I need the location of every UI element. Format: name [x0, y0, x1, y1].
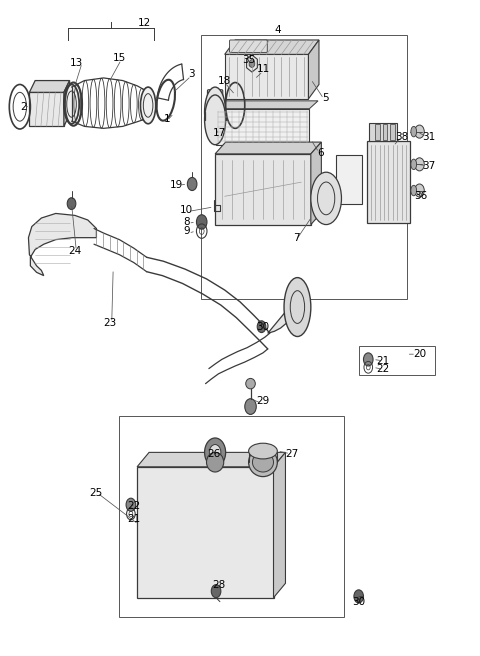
Ellipse shape [204, 95, 226, 145]
Text: 23: 23 [103, 318, 117, 328]
Polygon shape [268, 298, 297, 333]
Polygon shape [137, 467, 274, 598]
Polygon shape [274, 453, 286, 598]
Text: 8: 8 [183, 217, 190, 227]
Polygon shape [369, 123, 397, 142]
FancyBboxPatch shape [207, 90, 223, 106]
Polygon shape [390, 125, 395, 140]
Ellipse shape [363, 353, 373, 366]
Ellipse shape [354, 590, 363, 603]
Ellipse shape [64, 85, 79, 124]
Text: 1: 1 [164, 113, 170, 123]
Polygon shape [216, 101, 318, 109]
Ellipse shape [249, 60, 255, 68]
Text: 13: 13 [70, 58, 83, 68]
Text: 35: 35 [242, 54, 255, 64]
Ellipse shape [415, 184, 424, 197]
Polygon shape [216, 109, 310, 145]
Bar [201, 35, 407, 298]
Text: 22: 22 [127, 501, 140, 511]
Ellipse shape [411, 159, 417, 170]
Text: 30: 30 [256, 321, 270, 332]
Text: 20: 20 [413, 349, 426, 359]
Polygon shape [29, 81, 70, 92]
Polygon shape [64, 81, 70, 127]
Ellipse shape [211, 584, 221, 598]
Polygon shape [367, 142, 410, 223]
Ellipse shape [252, 453, 274, 472]
Text: 12: 12 [138, 18, 151, 28]
Text: 30: 30 [352, 596, 365, 607]
Ellipse shape [209, 445, 221, 461]
Text: 22: 22 [376, 363, 389, 373]
Text: 11: 11 [256, 64, 270, 74]
Ellipse shape [284, 277, 311, 337]
Text: 9: 9 [183, 226, 190, 236]
Polygon shape [309, 40, 319, 99]
Text: 7: 7 [293, 233, 300, 243]
Text: 37: 37 [422, 161, 436, 171]
Polygon shape [336, 155, 362, 203]
Ellipse shape [415, 125, 424, 138]
Polygon shape [225, 40, 319, 54]
Ellipse shape [196, 215, 207, 229]
Ellipse shape [245, 399, 256, 415]
Ellipse shape [411, 185, 417, 195]
Polygon shape [383, 125, 387, 140]
Bar [359, 346, 435, 375]
Polygon shape [137, 453, 286, 467]
Text: 24: 24 [68, 246, 82, 256]
Polygon shape [215, 154, 311, 224]
Bar [120, 417, 344, 617]
Ellipse shape [411, 127, 417, 137]
Text: 6: 6 [317, 148, 324, 157]
Ellipse shape [67, 197, 76, 209]
Text: 21: 21 [376, 356, 389, 366]
Text: 10: 10 [180, 205, 193, 215]
FancyBboxPatch shape [229, 40, 267, 52]
Ellipse shape [311, 173, 341, 224]
Text: 36: 36 [414, 191, 428, 201]
Text: 28: 28 [212, 580, 225, 590]
Polygon shape [215, 142, 322, 154]
Ellipse shape [249, 443, 277, 459]
Ellipse shape [206, 453, 224, 472]
Ellipse shape [249, 448, 277, 477]
Ellipse shape [204, 87, 226, 137]
Text: 29: 29 [256, 396, 270, 406]
Ellipse shape [257, 321, 266, 333]
Polygon shape [375, 125, 380, 140]
Ellipse shape [141, 87, 156, 124]
Text: 15: 15 [113, 53, 126, 63]
Text: 25: 25 [89, 488, 102, 498]
Text: 18: 18 [218, 75, 231, 85]
Polygon shape [28, 213, 96, 276]
Ellipse shape [246, 379, 255, 389]
Polygon shape [311, 142, 322, 224]
Text: 38: 38 [395, 132, 408, 142]
Text: 19: 19 [170, 180, 183, 190]
Polygon shape [29, 92, 64, 127]
Text: 31: 31 [422, 132, 436, 142]
Text: 3: 3 [188, 69, 194, 79]
Text: 2: 2 [20, 102, 27, 112]
Ellipse shape [187, 177, 197, 190]
Ellipse shape [126, 498, 136, 511]
Text: 21: 21 [127, 514, 140, 524]
Text: 17: 17 [213, 128, 227, 138]
Text: 27: 27 [285, 449, 298, 459]
Polygon shape [225, 54, 309, 99]
Ellipse shape [204, 438, 226, 467]
Text: 26: 26 [207, 449, 220, 459]
Ellipse shape [415, 158, 424, 171]
Text: 4: 4 [274, 25, 281, 35]
Text: 5: 5 [322, 92, 328, 102]
